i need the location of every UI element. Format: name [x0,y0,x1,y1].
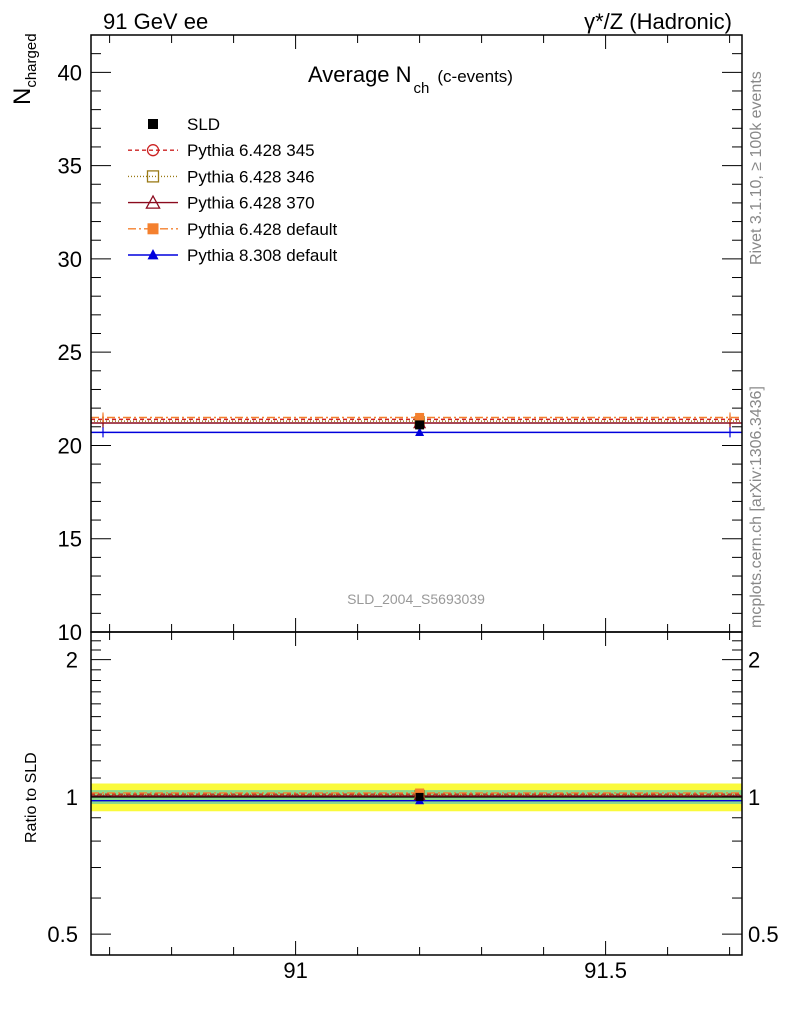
xtick-label: 91.5 [584,958,627,983]
main-marker-p83def [415,427,425,436]
legend-label-SLD: SLD [187,115,220,134]
side-text-upper: Rivet 3.1.10, ≥ 100k events [748,71,765,265]
legend-marker-p370 [145,194,161,209]
legend-item-SLD: SLD [148,115,220,134]
ratio-ytick-label-right: 0.5 [748,922,779,947]
header-left: 91 GeV ee [103,9,208,34]
legend-item-p83def: Pythia 8.308 default [128,246,338,265]
ratio-frame [90,631,743,956]
main-marker-p64def [415,412,425,422]
ratio-ylabel: Ratio to SLD [23,752,40,843]
ratio-ytick-label-right: 1 [748,785,760,810]
legend-marker-p345 [146,144,160,157]
legend-label-p345: Pythia 6.428 345 [187,141,315,160]
main-title: Average Nch (c-events) [308,62,513,97]
main-ytick-label: 40 [58,60,82,85]
legend-item-p346: Pythia 6.428 346 [128,167,315,186]
legend-item-p64def: Pythia 6.428 default [128,220,338,239]
ratio-ytick-label-right: 2 [748,648,760,673]
main-ytick-label: 35 [58,154,82,179]
ratio-marker-SLD [415,792,424,801]
legend-item-p345: Pythia 6.428 345 [128,141,315,160]
main-series-group [91,412,742,438]
main-title-text: Average N [308,62,412,87]
legend-marker-p83def [147,248,159,260]
analysis-watermark: SLD_2004_S5693039 [347,591,485,607]
ratio-ytick-label-left: 0.5 [47,922,78,947]
legend-item-p370: Pythia 6.428 370 [128,194,315,213]
legend-marker-p346 [146,170,160,183]
ratio-ytick-label-left: 2 [66,648,78,673]
main-ytick-label: 10 [58,620,82,645]
ratio-series-group [91,788,742,805]
legend-label-p346: Pythia 6.428 346 [187,167,315,186]
ratio-ytick-label-left: 1 [66,785,78,810]
main-ylabel-text: N [9,88,36,105]
main-ytick-label: 15 [58,527,82,552]
main-title-subscript: ch [414,80,430,97]
legend-marker-SLD [148,119,158,129]
xtick-label: 91 [283,958,307,983]
main-ylabel-subscript: charged [23,33,40,87]
svg-text:Ncharged: Ncharged [9,33,40,105]
legend-marker-p64def [147,223,159,235]
main-ytick-label: 20 [58,433,82,458]
header-right: γ*/Z (Hadronic) [584,9,732,34]
legend-label-p370: Pythia 6.428 370 [187,194,315,213]
side-text-lower: mcplots.cern.ch [arXiv:1306.3436] [748,386,765,628]
legend: SLD Pythia 6.428 345 Pythia 6.428 346 Pythi… [128,115,338,265]
main-title-suffix: (c-events) [437,67,513,86]
axes-group: 10 15 20 25 30 35 40 91 91.5 0.5 0.5 1 1 2 2 [47,34,779,983]
main-marker-SLD [415,420,425,430]
legend-label-p64def: Pythia 6.428 default [187,220,338,239]
main-ylabel: Ncharged [9,33,40,105]
main-ytick-label: 25 [58,340,82,365]
main-ytick-label: 30 [58,247,82,272]
legend-label-p83def: Pythia 8.308 default [187,246,338,265]
